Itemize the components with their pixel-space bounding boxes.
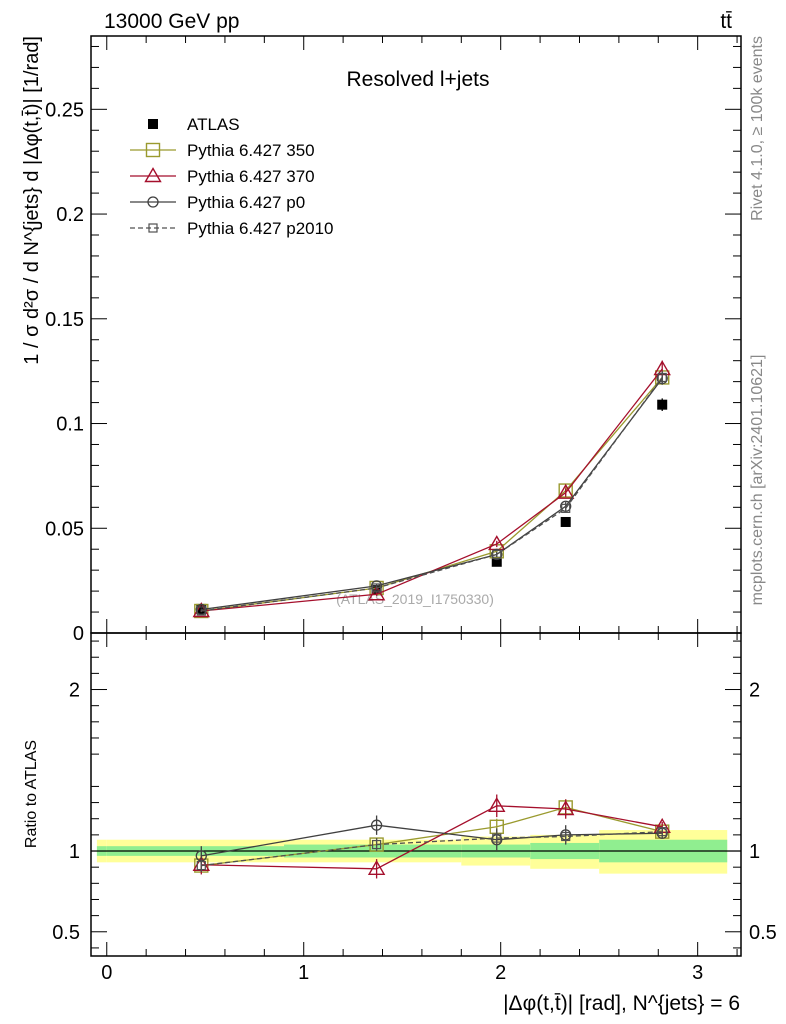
legend-marker	[148, 119, 158, 129]
legend-item: Pythia 6.427 370	[130, 167, 315, 186]
main-data-point	[196, 606, 206, 616]
main-y-axis-label: 1 / σ d²σ / d N^{jets} d |Δφ(t,t̄)| [1/r…	[21, 36, 43, 365]
main-series-4	[195, 372, 668, 616]
main-panel: (ATLAS_2019_I1750330) 0 0.05 0.1 0.15 0.2 0.2…	[21, 35, 742, 645]
process-label: tt̄	[720, 10, 732, 33]
legend-label: Pythia 6.427 p0	[187, 193, 305, 212]
main-series-line	[201, 378, 663, 611]
main-axes: 0 0.05 0.1 0.15 0.2 0.25	[45, 36, 741, 645]
x-tick-label: 2	[495, 962, 506, 984]
ratio-data-point	[561, 831, 571, 842]
ratio-y-tick-label-right: 0.5	[749, 922, 777, 944]
legend-item: Pythia 6.427 p0	[130, 193, 305, 212]
legend-marker	[145, 142, 161, 158]
ratio-panel: 0 1 2 3 0.5 0.5 1 1 2 2 Ratio to ATLAS |Δφ(t,t̄)|…	[23, 632, 777, 1015]
main-series-line	[201, 368, 663, 612]
main-y-tick-label: 0.15	[45, 309, 84, 331]
ratio-data-point	[370, 819, 383, 831]
mcplots-label: mcplots.cern.ch [arXiv:2401.10621]	[749, 355, 766, 606]
ratio-y-axis-label: Ratio to ATLAS	[23, 740, 40, 848]
main-y-tick-label: 0	[73, 623, 84, 645]
ratio-data-point	[492, 833, 502, 843]
rivet-version-label: Rivet 4.1.0, ≥ 100k events	[749, 36, 766, 221]
legend-marker	[147, 196, 159, 208]
ratio-data-point	[367, 859, 386, 875]
ratio-data-point	[488, 796, 506, 813]
main-title: Resolved l+jets	[347, 68, 490, 91]
legend-label: Pythia 6.427 370	[187, 167, 315, 186]
main-data-point	[657, 399, 668, 410]
main-data-point	[561, 503, 571, 513]
legend-item: ATLAS	[148, 115, 240, 134]
legend-label: ATLAS	[187, 115, 240, 134]
main-series-line	[201, 377, 663, 612]
energy-label: 13000 GeV pp	[104, 10, 239, 33]
legend-label: Pythia 6.427 350	[187, 141, 315, 160]
main-y-tick-label: 0.1	[56, 414, 84, 436]
main-series-layer	[192, 360, 671, 619]
main-series-2	[194, 370, 670, 619]
ratio-data-point	[556, 800, 575, 816]
main-series-1	[196, 398, 668, 614]
ratio-y-tick-label-right: 1	[749, 841, 760, 863]
ratio-data-point	[657, 827, 667, 837]
main-data-point	[370, 580, 383, 592]
main-data-point	[556, 483, 575, 499]
main-y-tick-label: 0.25	[45, 99, 84, 121]
watermark-label: (ATLAS_2019_I1750330)	[336, 591, 494, 607]
x-tick-label: 1	[298, 962, 309, 984]
main-data-point	[560, 516, 571, 527]
x-tick-label: 3	[692, 962, 703, 984]
main-y-tick-label: 0.05	[45, 518, 84, 540]
ratio-y-tick-label: 0.5	[52, 922, 80, 944]
legend-label: Pythia 6.427 p2010	[187, 219, 334, 238]
ratio-y-tick-label-right: 2	[749, 680, 760, 702]
legend-marker	[144, 167, 162, 183]
main-series-5	[196, 371, 667, 616]
main-watermark: (ATLAS_2019_I1750330)	[336, 591, 494, 607]
x-tick-label: 0	[101, 962, 112, 984]
main-data-point	[367, 585, 386, 601]
legend: ATLAS Pythia 6.427 350 Pythia 6.427 370 Pyt…	[130, 115, 334, 238]
ratio-axes: 0 1 2 3 0.5 0.5 1 1 2 2	[52, 633, 777, 984]
legend-marker	[148, 223, 158, 233]
main-y-tick-label: 0.2	[56, 204, 84, 226]
main-data-point	[372, 583, 382, 593]
legend-item: Pythia 6.427 350	[130, 141, 315, 160]
ratio-data-point	[369, 837, 384, 852]
main-data-point	[491, 548, 503, 561]
main-data-point	[657, 372, 667, 383]
ratio-series-4	[196, 826, 667, 873]
ratio-series-layer	[192, 794, 671, 879]
main-data-point	[491, 556, 502, 567]
ratio-frame	[90, 632, 742, 957]
ratio-y-tick-label: 1	[69, 841, 80, 863]
main-series-line	[201, 377, 663, 612]
x-axis-label: |Δφ(t,t̄)| [rad], N^{jets} = 6	[503, 992, 740, 1015]
main-series-3	[192, 360, 671, 618]
legend-item: Pythia 6.427 p2010	[130, 219, 334, 238]
ratio-bands	[91, 830, 741, 874]
ratio-data-point	[196, 860, 206, 871]
ratio-data-point	[372, 839, 382, 850]
main-data-point	[492, 549, 502, 560]
ratio-y-tick-label: 2	[69, 680, 80, 702]
main-data-point	[371, 585, 382, 596]
